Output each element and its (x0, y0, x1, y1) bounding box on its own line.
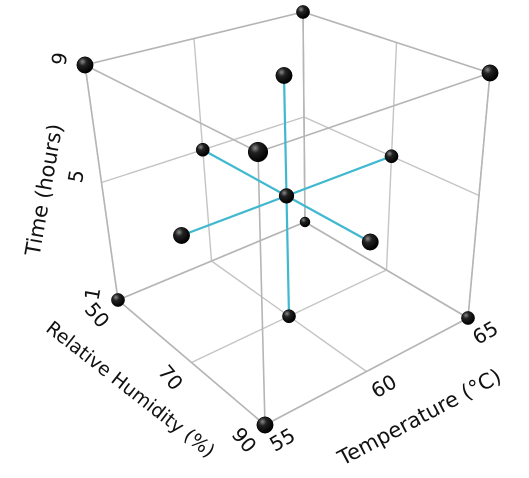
tick-label: 1 (80, 285, 106, 302)
point (173, 227, 190, 244)
axial-line (181, 194, 287, 237)
point (247, 141, 269, 163)
cube-edge (84, 11, 304, 66)
cube-edge (264, 317, 469, 426)
axis-title: Relative Humidity (%) (42, 317, 219, 462)
axial-line (202, 148, 288, 197)
point (195, 142, 210, 157)
point (275, 67, 293, 84)
cube-edge (117, 221, 306, 301)
point (299, 216, 311, 228)
cube-edge (304, 221, 469, 319)
point (481, 64, 499, 82)
tick-label: 70 (153, 360, 188, 395)
cube-edges (84, 11, 491, 426)
point (282, 309, 296, 324)
axis-title: Temperature (°C) (333, 364, 505, 471)
point (76, 56, 94, 74)
axial-line (282, 75, 288, 196)
axial-line (286, 155, 392, 197)
points (76, 5, 499, 434)
point (296, 5, 310, 19)
cube-edge (117, 299, 266, 426)
tick-label: 5 (63, 168, 89, 185)
cube-edge (84, 64, 259, 153)
tick-label: 60 (367, 369, 401, 403)
axial-lines (181, 75, 392, 317)
point (256, 416, 274, 434)
point (111, 293, 125, 307)
cube-edge (257, 151, 266, 426)
axis-title: Time (hours) (20, 122, 67, 259)
point (278, 188, 295, 204)
cube-edge (257, 72, 491, 153)
axial-line (285, 194, 371, 243)
tick-label: 50 (80, 298, 115, 333)
tick-label: 9 (47, 50, 73, 67)
cube-edge (302, 11, 491, 74)
axial-line (285, 195, 291, 317)
cube-edge (467, 72, 491, 319)
cube-edge (302, 11, 306, 223)
cube-edge (84, 64, 119, 301)
point (461, 311, 475, 325)
point (361, 233, 379, 251)
tick-label: 90 (227, 423, 262, 458)
point (384, 149, 399, 164)
